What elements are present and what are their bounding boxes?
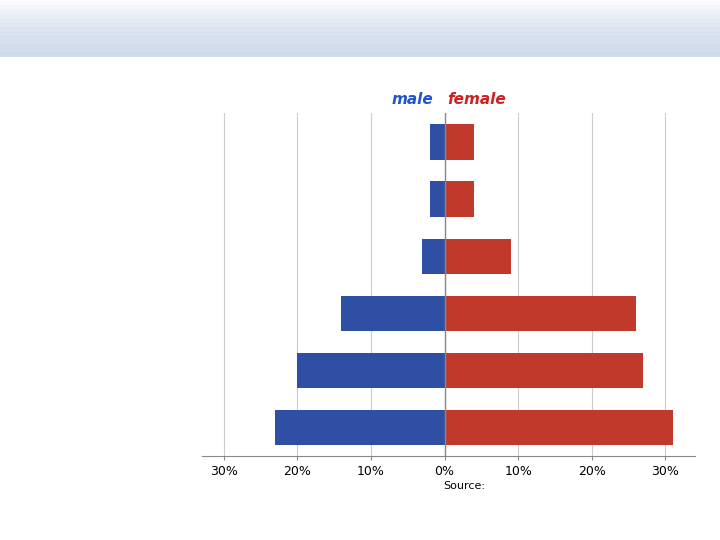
Bar [444,410,672,446]
Bar [444,181,474,217]
Text: 2004 UPDATE: 2004 UPDATE [521,490,558,495]
Bar [423,239,444,274]
Bar [341,296,444,331]
Text: female: female [448,92,506,107]
Bar [444,239,510,274]
Bar [444,296,636,331]
Bar [430,181,444,217]
Bar [297,353,444,388]
Text: Prevalence of obesity, ages 30+ (2004): Prevalence of obesity, ages 30+ (2004) [9,64,440,83]
Text: World Health
Organization: World Health Organization [660,500,720,522]
Text: Source:: Source: [443,481,485,491]
Text: NCDs: An Overview – Dr Ala Alwan - First International Seminar on the Public Hea: NCDs: An Overview – Dr Ala Alwan - First… [6,501,471,524]
Bar [444,353,643,388]
Text: THE GLOBAL BURDEN OF DISEASE: THE GLOBAL BURDEN OF DISEASE [480,479,599,484]
Bar [444,124,474,160]
Text: male: male [391,92,433,107]
Bar [430,124,444,160]
Bar [275,410,444,446]
